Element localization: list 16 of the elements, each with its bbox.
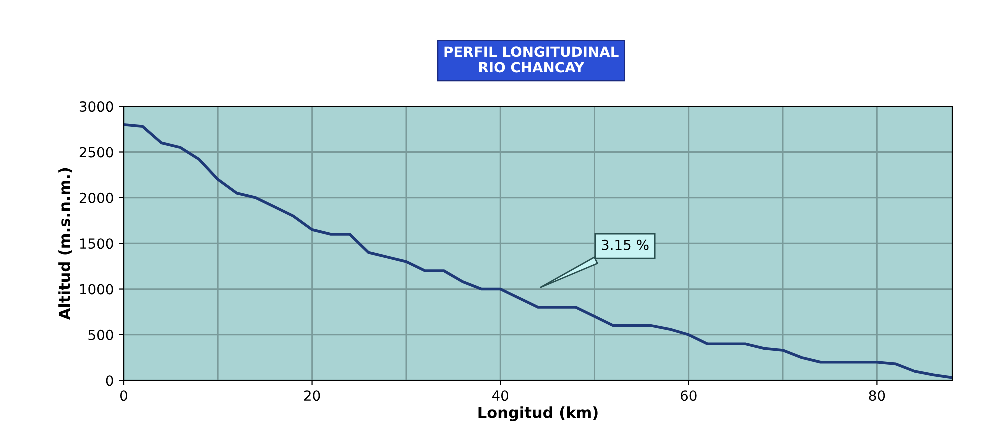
chart-title: PERFIL LONGITUDINAL RIO CHANCAY [444,46,619,73]
annotation: 3.15 % [602,240,649,250]
y-tick-label: 2500 [80,147,114,158]
y-tick-label: 3000 [80,102,114,112]
x-tick-label: 20 [304,390,320,402]
y-tick-label: 1500 [80,238,114,250]
x-tick-label: 0 [120,390,128,402]
x-tick-label: 80 [869,390,886,402]
x-tick-label: 60 [681,390,697,402]
y-tick-label: 0 [106,376,114,386]
y-tick-label: 500 [88,330,114,340]
x-tick-label: 40 [492,390,508,402]
y-tick-label: 1000 [80,284,114,295]
y-tick-label: 2000 [80,192,114,204]
x-axis-title: Longitud (km) [478,406,598,422]
y-axis-title: Altitud (m.s.n.m.) [58,168,72,320]
